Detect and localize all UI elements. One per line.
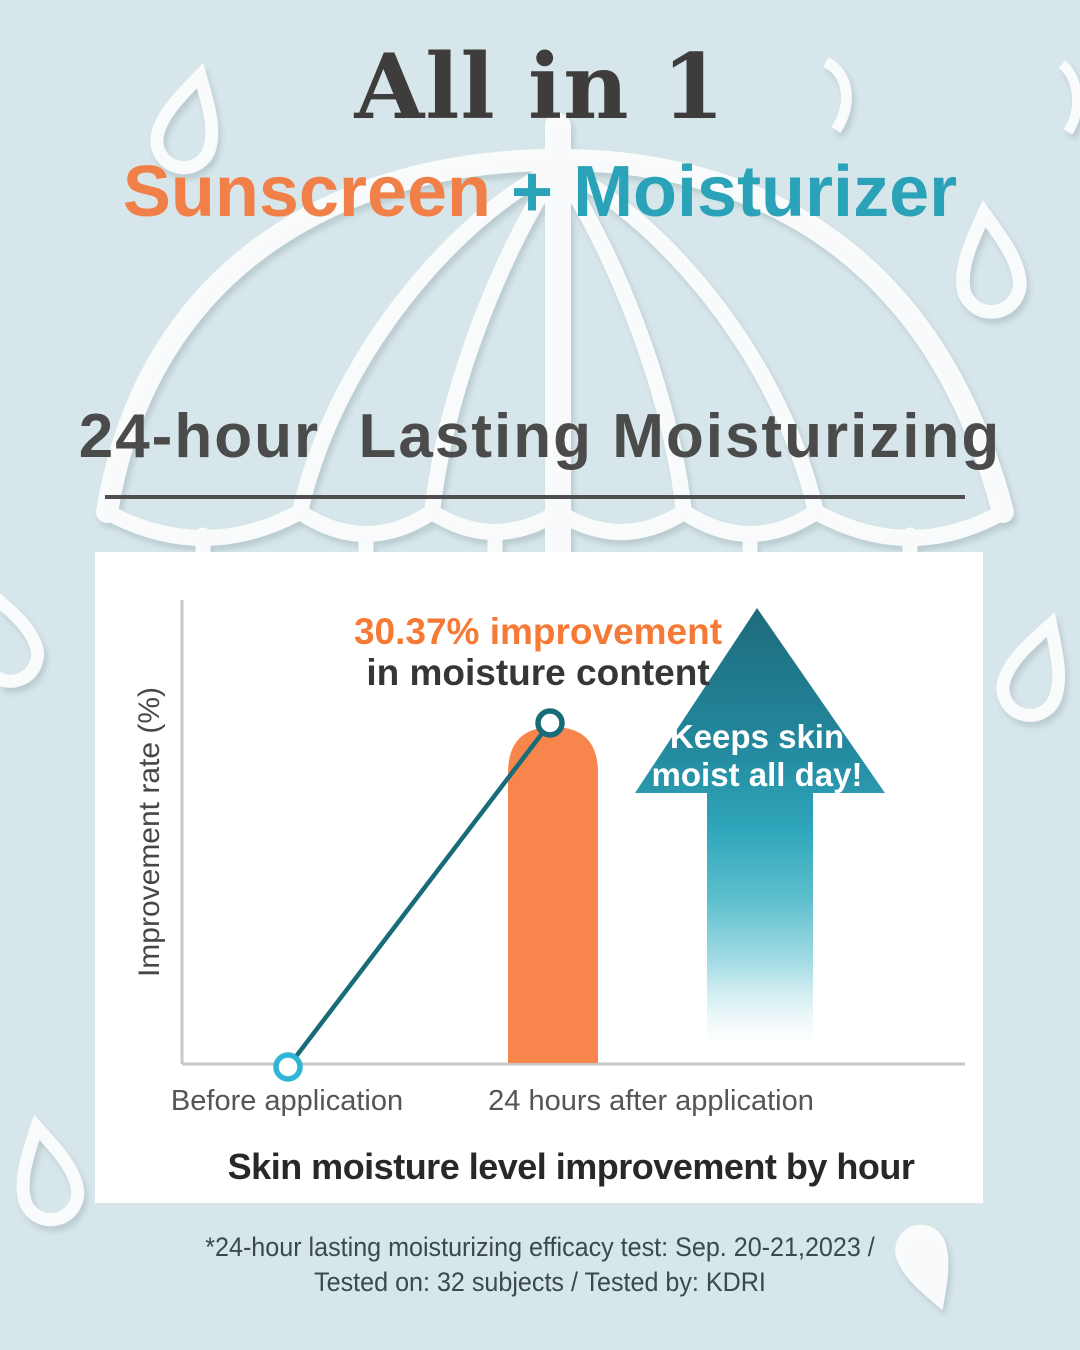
product-subtitle: Sunscreen + Moisturizer <box>0 150 1080 234</box>
umbrella-icon <box>96 113 1014 623</box>
umbrella-rib <box>424 160 566 520</box>
droplet-icon <box>823 57 852 134</box>
annotation-improvement-value: 30.37% improvement <box>353 611 723 652</box>
section-heading: 24-hour Lasting Moisturizing <box>78 402 1002 471</box>
umbrella-rib <box>550 160 824 520</box>
x-tick-before-application: Before application <box>170 1085 404 1117</box>
chart-card: Improvement rate (%) 30.37% improvement … <box>95 552 983 1203</box>
trend-line <box>286 721 552 1069</box>
droplet-icon <box>996 616 1076 722</box>
arrow-up-icon <box>635 608 885 1044</box>
arrow-label-line1: Keeps skin <box>669 718 845 755</box>
droplet-icon <box>10 1122 82 1225</box>
umbrella-scallop-edge <box>99 504 1011 546</box>
point-after-application <box>535 708 565 738</box>
moisture-chart <box>180 600 965 1082</box>
umbrella-canopy <box>96 149 1014 523</box>
umbrella-rib <box>292 160 566 520</box>
bar-after-application <box>508 727 598 1063</box>
heading-underline <box>105 495 965 499</box>
subtitle-moisturizer: Moisturizer <box>573 152 958 232</box>
y-axis-label: Improvement rate (%) <box>133 686 166 978</box>
subtitle-plus: + <box>491 152 574 232</box>
droplet-icon <box>1058 60 1080 135</box>
droplet-icon <box>0 582 45 689</box>
arrow-label-line2: moist all day! <box>651 756 863 793</box>
footnote-line2: Tested on: 32 subjects / Tested by: KDRI <box>314 1267 766 1297</box>
chart-title: Skin moisture level improvement by hour <box>227 1146 915 1187</box>
point-before-application <box>273 1052 303 1082</box>
umbrella-rib <box>550 160 692 520</box>
annotation-improvement-text: in moisture content <box>366 652 710 693</box>
footnote-line1: *24-hour lasting moisturizing efficacy t… <box>205 1232 875 1262</box>
page-title: All in 1 <box>354 34 726 140</box>
x-tick-after-application: 24 hours after application <box>488 1085 814 1117</box>
subtitle-sunscreen: Sunscreen <box>122 152 492 232</box>
